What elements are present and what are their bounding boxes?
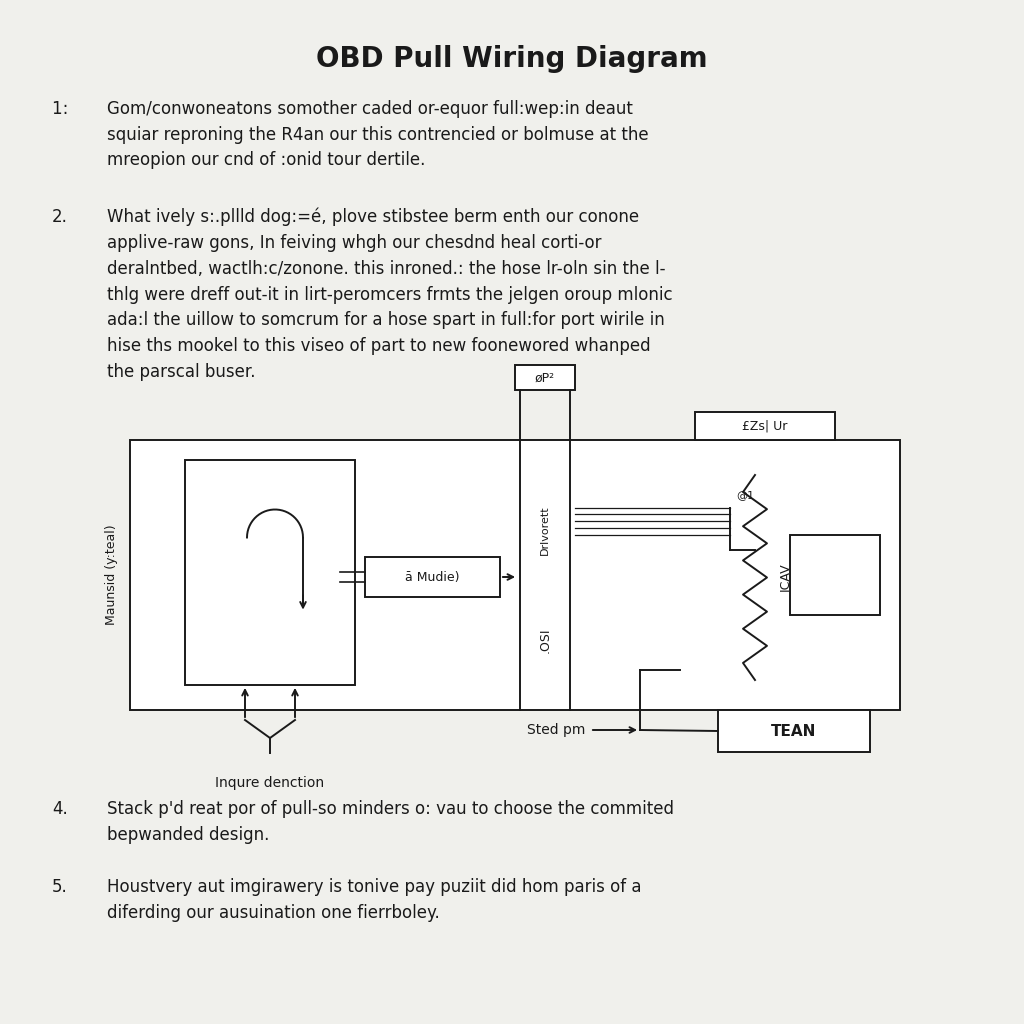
Text: 2.: 2.: [52, 208, 68, 226]
Text: Maunsid (y:teal): Maunsid (y:teal): [105, 524, 119, 626]
Bar: [790, 535, 880, 615]
Text: OBD Pull Wiring Diagram: OBD Pull Wiring Diagram: [316, 45, 708, 73]
Text: Gom/conwoneatons somother caded or-equor full:wep:in deaut
squiar reproning the : Gom/conwoneatons somother caded or-equor…: [106, 100, 648, 169]
Text: øP²: øP²: [535, 372, 555, 384]
Text: @1: @1: [736, 490, 754, 500]
Text: 4.: 4.: [52, 800, 68, 818]
Text: Stack p'd reat por of pull-so minders o: vau to choose the commited
bepwanded de: Stack p'd reat por of pull-so minders o:…: [106, 800, 674, 844]
Bar: [130, 440, 900, 710]
Text: 5.: 5.: [52, 878, 68, 896]
Text: TEAN: TEAN: [771, 724, 817, 738]
Text: Inqure denction: Inqure denction: [215, 776, 325, 790]
Text: ā Mudie): ā Mudie): [406, 570, 460, 584]
Bar: [365, 557, 500, 597]
Bar: [695, 412, 835, 440]
Text: ICAV: ICAV: [778, 562, 792, 591]
Text: What ively s:.pllld dog:=é, plove stibstee berm enth our conone
applive-raw gons: What ively s:.pllld dog:=é, plove stibst…: [106, 208, 673, 381]
Bar: [185, 460, 355, 685]
Text: Drlvorett: Drlvorett: [540, 505, 550, 555]
Bar: [718, 710, 870, 752]
Text: .OSI: .OSI: [539, 628, 552, 652]
Text: £Zs| Ur: £Zs| Ur: [742, 420, 787, 432]
Text: Sted pm: Sted pm: [526, 723, 585, 737]
Text: 1:: 1:: [52, 100, 79, 118]
Text: Houstvery aut imgirawery is tonive pay puziit did hom paris of a
diferding our a: Houstvery aut imgirawery is tonive pay p…: [106, 878, 641, 922]
Bar: [515, 365, 575, 390]
